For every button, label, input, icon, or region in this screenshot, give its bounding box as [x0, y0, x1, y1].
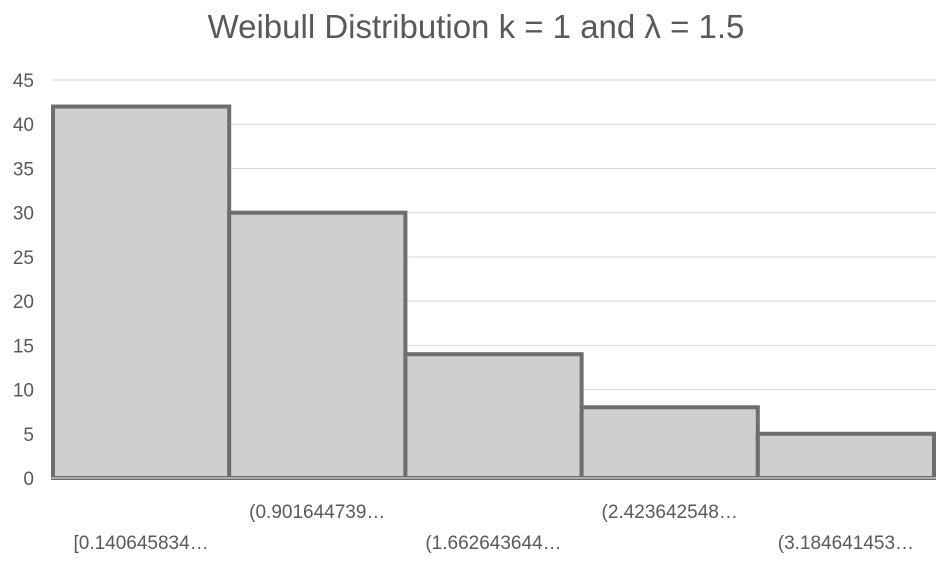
y-tick-label: 10: [13, 381, 34, 402]
y-tick-labels: 0 5 10 15 20 25 30 35 40 45: [13, 71, 34, 490]
bar: [51, 104, 232, 481]
x-tick-label: (1.662643644…: [425, 533, 561, 554]
bar: [227, 210, 408, 481]
x-tick-label: (2.423642548…: [602, 502, 738, 523]
y-tick-label: 40: [13, 115, 34, 136]
x-tick-label: (0.901644739…: [249, 502, 385, 523]
bar: [755, 431, 936, 480]
y-tick-label: 0: [23, 469, 34, 490]
y-tick-label: 25: [13, 248, 34, 269]
chart-title: Weibull Distribution k = 1 and λ = 1.5: [207, 8, 745, 45]
y-tick-label: 5: [23, 425, 34, 446]
y-tick-label: 45: [13, 71, 34, 92]
bars: [51, 104, 936, 481]
y-tick-label: 30: [13, 204, 34, 225]
x-tick-labels: [0.140645834… (0.901644739… (1.662643644… (…: [73, 502, 914, 554]
y-tick-label: 35: [13, 159, 34, 180]
y-tick-label: 20: [13, 292, 34, 313]
x-tick-label: (3.184641453…: [778, 533, 914, 554]
y-tick-label: 15: [13, 336, 34, 357]
bar: [403, 352, 584, 480]
x-tick-label: [0.140645834…: [73, 533, 208, 554]
bar: [579, 405, 760, 480]
